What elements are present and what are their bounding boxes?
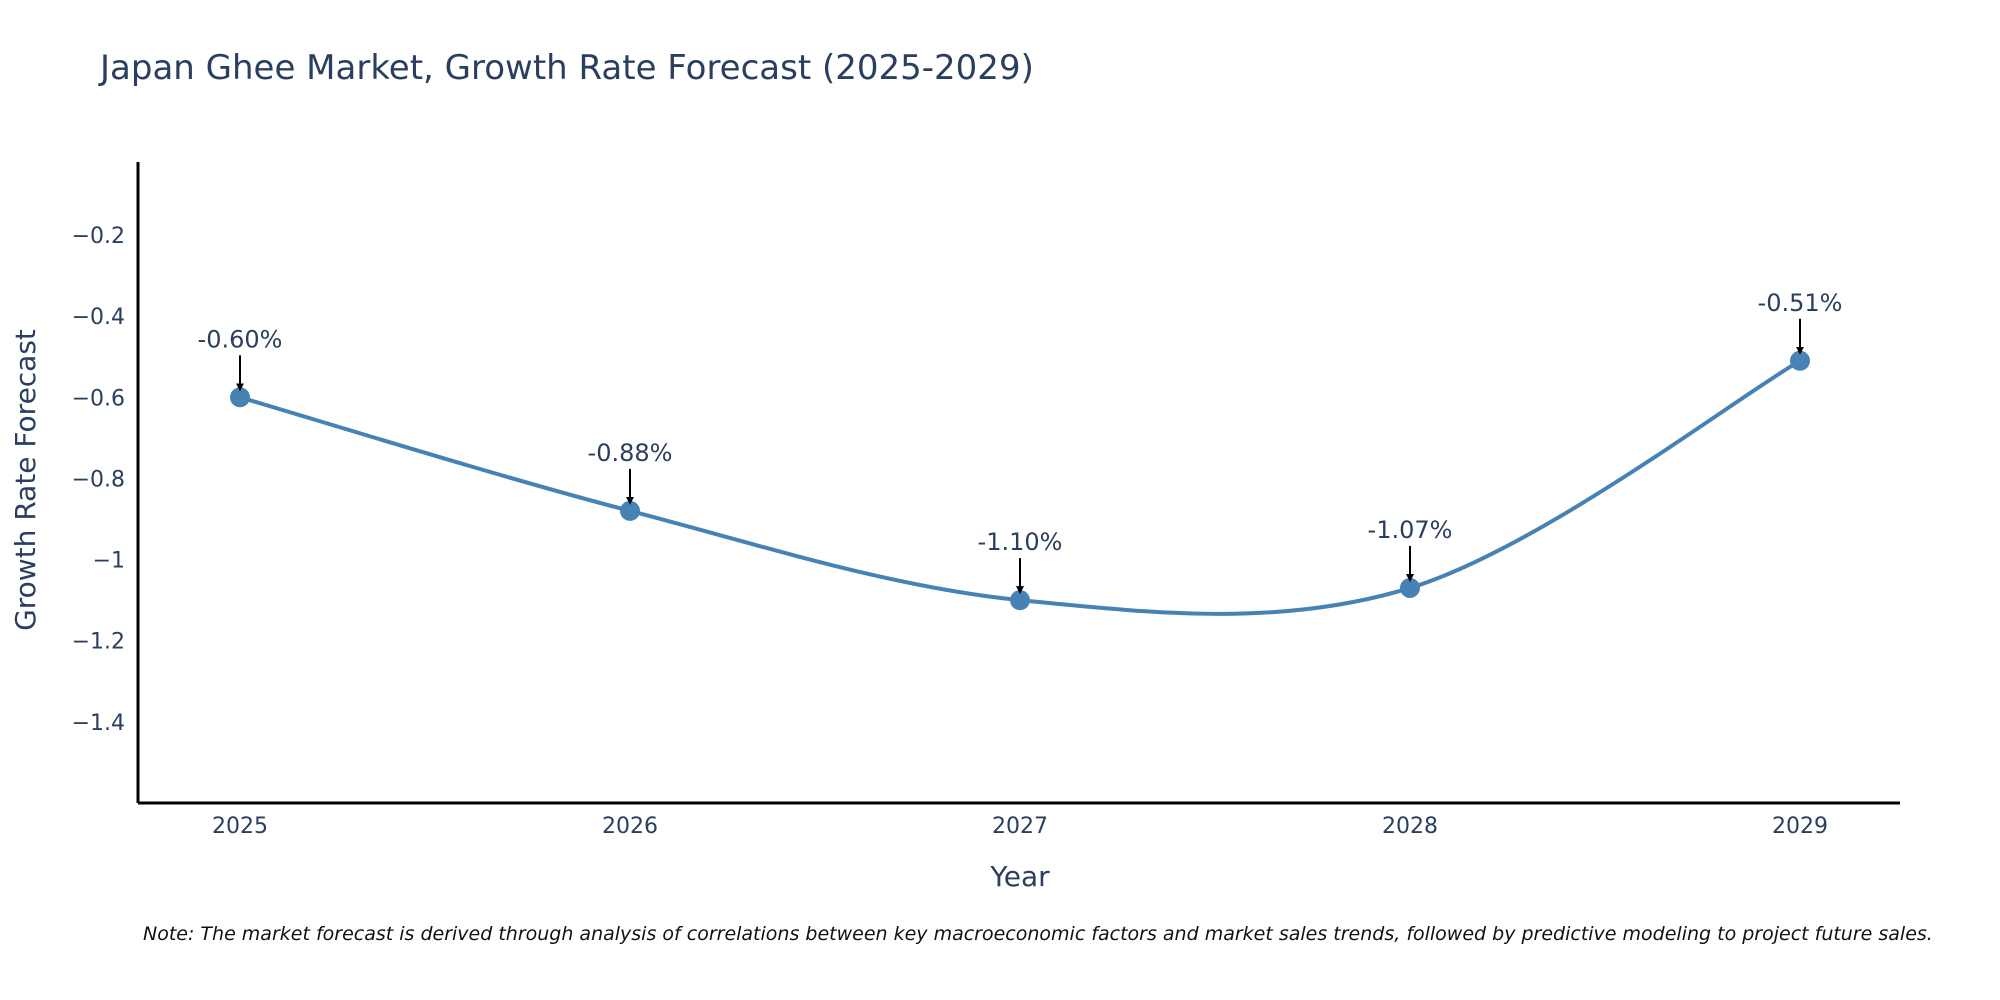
footnote: Note: The market forecast is derived thr… (143, 923, 1933, 945)
data-point (620, 500, 640, 521)
y-tick-label: −0.8 (72, 467, 125, 492)
data-point (230, 387, 250, 408)
y-tick-label: −1.2 (72, 630, 125, 655)
y-tick-label: −0.6 (72, 386, 125, 411)
x-axis-title: Year (989, 860, 1050, 893)
data-point (1790, 350, 1810, 371)
data-point (1010, 590, 1030, 611)
x-tick-label: 2025 (212, 814, 268, 839)
data-label: -0.51% (1758, 289, 1843, 317)
x-tick-label: 2028 (1382, 814, 1438, 839)
data-label: -1.07% (1368, 516, 1453, 544)
y-tick-label: −1.4 (72, 711, 125, 736)
y-tick-label: −0.2 (72, 224, 125, 249)
plot-area: −0.2 −0.4 −0.6 −0.8 −1 −1.2 −1.4 2025 2026 2027 20… (72, 162, 1900, 839)
data-point (1400, 577, 1420, 598)
x-tick-label: 2027 (992, 814, 1048, 839)
chart-title: Japan Ghee Market, Growth Rate Forecast … (98, 48, 1034, 88)
data-label: -0.88% (588, 439, 673, 467)
y-tick-label: −1 (93, 549, 125, 574)
data-label: -1.10% (978, 528, 1063, 556)
y-tick-label: −0.4 (72, 305, 125, 330)
x-tick-label: 2026 (602, 814, 658, 839)
data-label: -0.60% (198, 325, 283, 353)
x-tick-label: 2029 (1772, 814, 1828, 839)
y-axis-title: Growth Rate Forecast (9, 329, 42, 631)
